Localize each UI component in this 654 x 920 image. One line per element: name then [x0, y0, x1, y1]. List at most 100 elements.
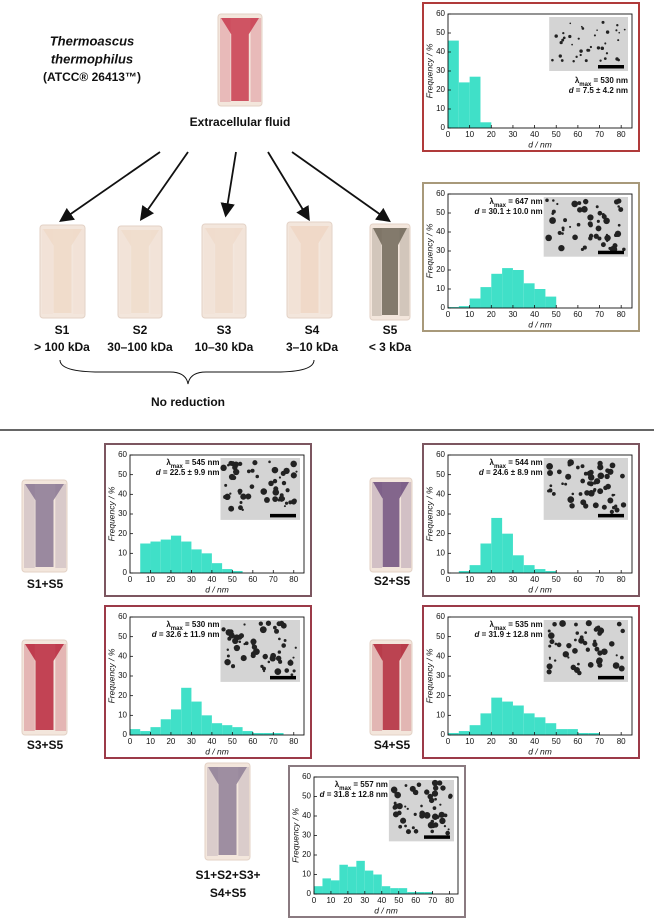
- x-tick-label: 10: [465, 737, 474, 746]
- tem-particle: [287, 659, 294, 666]
- tem-particle: [230, 664, 236, 669]
- x-tick-label: 0: [446, 310, 451, 319]
- fraction-range: 30–100 kDa: [107, 340, 173, 354]
- x-tick-label: 0: [312, 896, 317, 905]
- histogram-bar: [181, 541, 192, 573]
- tem-particle: [617, 205, 620, 208]
- tem-particle: [595, 205, 599, 209]
- histogram-bar: [480, 122, 492, 128]
- tem-particle: [569, 22, 572, 25]
- x-tick-label: 60: [411, 896, 420, 905]
- tem-particle: [601, 212, 605, 216]
- histogram-bar: [191, 549, 202, 573]
- tem-particle: [580, 478, 586, 484]
- tem-particle: [553, 659, 557, 662]
- y-tick-label: 30: [118, 671, 127, 680]
- tem-particle: [592, 502, 599, 509]
- tem-particle: [562, 36, 566, 40]
- y-tick-label: 60: [436, 9, 445, 18]
- tem-particle: [600, 46, 605, 51]
- tem-particle: [438, 811, 445, 818]
- cuvette-wall: [73, 229, 85, 314]
- tem-particle: [251, 643, 254, 646]
- scale-bar: [270, 675, 296, 680]
- histogram-bar: [140, 543, 151, 573]
- tem-particle: [439, 817, 446, 825]
- tem-particle: [593, 34, 596, 37]
- tem-particle: [275, 655, 282, 662]
- mixture-label: S3+S5: [27, 738, 64, 752]
- x-tick-label: 20: [487, 310, 496, 319]
- tem-particle: [243, 623, 246, 626]
- histogram-bar: [356, 860, 365, 894]
- tem-particle: [547, 629, 551, 633]
- histogram-bar: [469, 76, 481, 128]
- cuvette-wall: [55, 484, 67, 568]
- tem-particle: [259, 626, 267, 634]
- tem-particle: [578, 637, 585, 644]
- histogram-bar: [491, 517, 503, 573]
- histogram-bar: [534, 289, 546, 308]
- tem-particle: [264, 497, 270, 503]
- tem-particle: [274, 668, 282, 675]
- tem-particle: [609, 245, 616, 253]
- lambda-annotation: λmax = 530 nm: [575, 76, 628, 87]
- tem-particle: [570, 664, 577, 671]
- cuvette-wall: [42, 229, 53, 314]
- tem-particle: [617, 39, 620, 42]
- x-axis-label: d / nm: [205, 746, 229, 756]
- tem-particle: [240, 493, 247, 500]
- tem-particle: [294, 646, 297, 649]
- x-axis-label: d / nm: [205, 584, 229, 594]
- tem-particle: [616, 621, 622, 627]
- x-tick-label: 80: [289, 575, 298, 584]
- tem-particle: [556, 469, 562, 475]
- y-axis-label: Frequency / %: [106, 648, 116, 703]
- tem-particle: [290, 673, 294, 677]
- y-tick-label: 60: [302, 772, 311, 781]
- tem-particle: [554, 34, 558, 38]
- histogram-bar: [222, 569, 233, 573]
- tem-particle: [589, 622, 592, 625]
- x-axis-label: d / nm: [374, 905, 398, 915]
- tem-particle: [281, 643, 286, 648]
- tem-particle: [238, 633, 245, 639]
- y-tick-label: 50: [436, 632, 445, 641]
- histogram-bar: [390, 888, 399, 894]
- source-label: Extracellular fluid: [190, 115, 291, 129]
- tem-particle: [593, 481, 597, 485]
- x-tick-label: 50: [228, 737, 237, 746]
- tem-particle: [571, 492, 575, 496]
- tem-particle: [573, 638, 577, 642]
- cuvette-liquid: [373, 644, 409, 730]
- histogram-bar: [339, 864, 348, 894]
- lambda-symbol: λ: [490, 620, 495, 629]
- y-tick-label: 40: [436, 227, 445, 236]
- x-tick-label: 40: [530, 575, 539, 584]
- tem-particle: [599, 59, 602, 62]
- tem-particle: [575, 55, 578, 59]
- lambda-value: = 535 nm: [506, 620, 543, 629]
- x-tick-label: 30: [360, 896, 369, 905]
- tem-particle: [580, 25, 583, 28]
- lambda-symbol: λ: [166, 620, 171, 629]
- cuvette-wall: [372, 482, 383, 568]
- tem-particle: [572, 648, 578, 654]
- tem-particle: [577, 670, 582, 676]
- tem-particle: [593, 639, 597, 643]
- y-tick-label: 10: [436, 548, 445, 557]
- tem-particle: [420, 804, 423, 808]
- tem-particle: [579, 49, 583, 53]
- x-tick-label: 20: [166, 575, 175, 584]
- histogram-bar: [523, 713, 535, 735]
- tem-particle: [230, 461, 236, 467]
- organism-genus: Thermoascus: [50, 33, 135, 48]
- histogram-bar: [140, 731, 151, 735]
- histogram-bar: [150, 727, 161, 735]
- tem-particle: [233, 644, 241, 652]
- tem-particle: [273, 625, 277, 630]
- tem-particle: [601, 648, 608, 656]
- tem-particle: [605, 52, 609, 55]
- tem-particle: [280, 496, 286, 501]
